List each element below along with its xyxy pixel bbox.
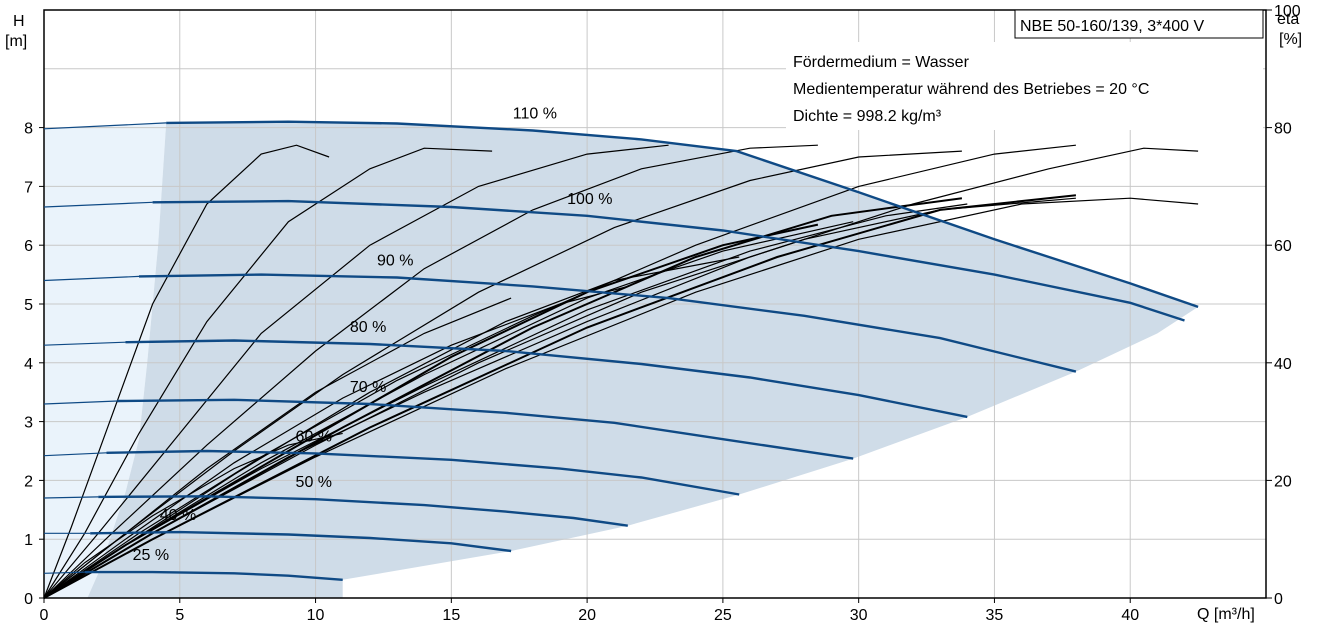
head-curve — [90, 530, 512, 553]
y-left-tick-label: 4 — [24, 356, 33, 373]
head-curve-label: 50 % — [296, 474, 332, 491]
y-right-title: eta — [1277, 11, 1299, 28]
y-left-tick-label: 3 — [24, 415, 33, 432]
x-tick-label: 20 — [578, 607, 596, 624]
x-tick-label: 10 — [307, 607, 325, 624]
head-curve-label: 90 % — [377, 253, 413, 270]
x-axis-title: Q [m³/h] — [1197, 606, 1255, 623]
chart-title: NBE 50-160/139, 3*400 V — [1020, 18, 1204, 35]
y-right-tick-label: 20 — [1274, 473, 1292, 490]
efficiency-curve — [43, 144, 818, 599]
head-curve — [166, 120, 1199, 309]
x-tick-label: 5 — [175, 607, 184, 624]
y-left-tick-label: 8 — [24, 121, 33, 138]
x-tick-label: 40 — [1121, 607, 1139, 624]
head-curve-low-flow — [43, 571, 85, 574]
head-curve-low-flow — [43, 400, 118, 405]
efficiency-curve — [43, 297, 512, 599]
low-flow-area — [44, 122, 167, 599]
x-tick-label: 25 — [714, 607, 732, 624]
efficiency-curve — [43, 144, 330, 599]
x-tick-label: 15 — [442, 607, 460, 624]
efficiency-curve — [43, 285, 628, 599]
y-right-tick-label: 80 — [1274, 121, 1292, 138]
efficiency-curve — [43, 150, 962, 599]
y-right-unit: [%] — [1279, 31, 1302, 48]
head-curve — [106, 449, 740, 496]
head-curve-label: 80 % — [350, 319, 386, 336]
head-curve-low-flow — [43, 452, 107, 457]
info-line-medium: Fördermedium = Wasser — [793, 54, 970, 71]
y-left-tick-label: 1 — [24, 532, 33, 549]
x-tick-label: 0 — [40, 607, 49, 624]
head-curve-label: 100 % — [567, 191, 612, 208]
efficiency-curve — [43, 147, 493, 599]
efficiency-curve — [43, 144, 1076, 599]
head-curve-label: 70 % — [350, 379, 386, 396]
y-left-tick-label: 6 — [24, 238, 33, 255]
head-curve — [138, 273, 1077, 373]
y-left-tick-label: 5 — [24, 297, 33, 314]
info-box — [786, 42, 1263, 130]
y-right-tick-label: 0 — [1274, 591, 1283, 608]
head-curve-label: 40 % — [160, 507, 196, 524]
y-left-title: H — [13, 13, 25, 30]
head-curve — [125, 339, 968, 419]
y-right-tick-label: 100 — [1274, 3, 1301, 20]
efficiency-curve — [43, 194, 1077, 599]
head-curve-low-flow — [43, 201, 153, 208]
title-box — [1014, 9, 1264, 39]
x-tick-label: 35 — [986, 607, 1004, 624]
head-curve-low-flow — [43, 496, 99, 499]
head-curve-low-flow — [43, 275, 140, 282]
head-curve-label: 25 % — [133, 547, 169, 564]
head-curve — [84, 570, 343, 581]
head-curve-label: 110 % — [513, 106, 557, 123]
y-left-tick-label: 0 — [24, 591, 33, 608]
head-curve — [117, 398, 854, 460]
info-line-temperature: Medientemperatur während des Betriebes =… — [793, 81, 1149, 98]
head-curve — [98, 495, 628, 527]
efficiency-curve — [43, 223, 819, 599]
y-right-tick-label: 40 — [1274, 356, 1292, 373]
y-left-unit: [m] — [5, 33, 27, 50]
y-right-tick-label: 60 — [1274, 238, 1292, 255]
y-left-tick-label: 2 — [24, 473, 33, 490]
head-curve-label: 60 % — [296, 428, 332, 445]
head-curve-low-flow — [43, 341, 126, 346]
x-tick-label: 30 — [850, 607, 868, 624]
efficiency-curve — [43, 144, 669, 599]
operating-area — [87, 121, 1199, 598]
y-left-tick-label: 7 — [24, 179, 33, 196]
head-curve — [152, 199, 1185, 322]
info-line-density: Dichte = 998.2 kg/m³ — [793, 108, 942, 125]
head-curve-low-flow — [43, 122, 167, 130]
